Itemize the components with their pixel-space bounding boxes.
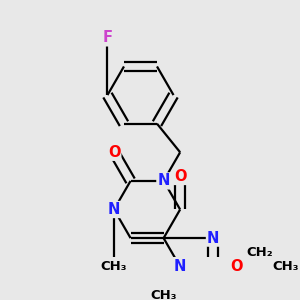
Text: CH₃: CH₃ [101, 260, 127, 273]
Text: N: N [108, 202, 120, 217]
Text: O: O [230, 259, 242, 274]
Text: N: N [158, 173, 170, 188]
Text: N: N [174, 259, 186, 274]
Text: O: O [108, 145, 120, 160]
Text: F: F [102, 30, 112, 45]
Text: CH₂: CH₂ [246, 246, 273, 259]
Text: CH₃: CH₃ [150, 289, 177, 300]
Text: N: N [207, 231, 219, 246]
Text: O: O [174, 169, 186, 184]
Text: CH₃: CH₃ [273, 260, 299, 273]
